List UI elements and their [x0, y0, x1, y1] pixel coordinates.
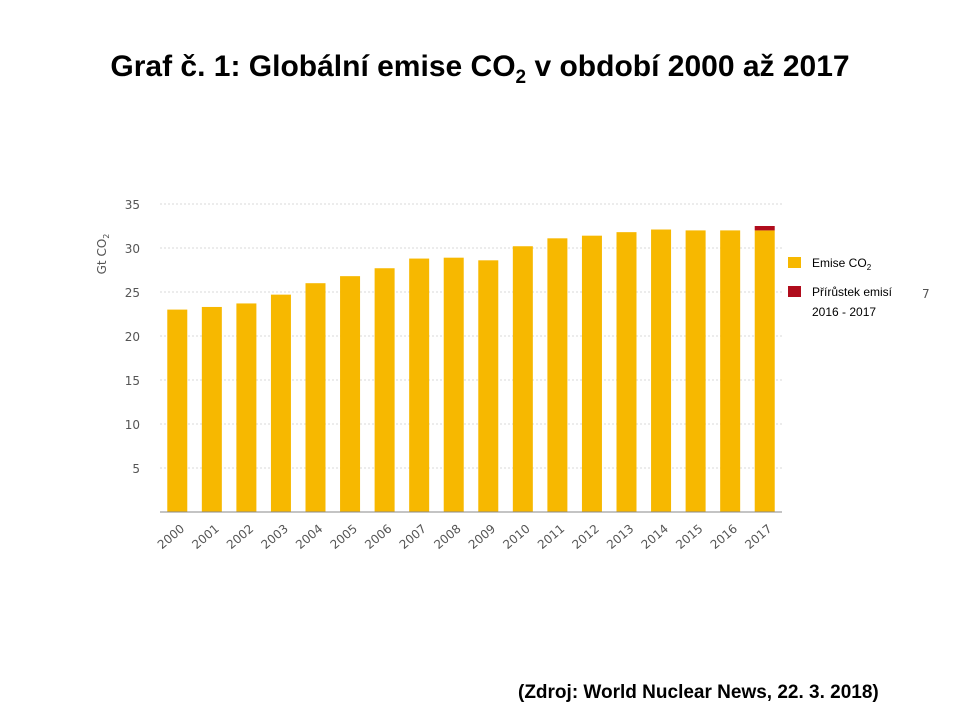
x-tick-label: 2015: [673, 522, 705, 552]
y-tick-label: 15: [125, 374, 140, 388]
x-tick-label: 2007: [397, 522, 429, 552]
legend-label-prirustek-1: Přírůstek emisí: [812, 285, 893, 299]
x-tick-label: 2004: [293, 522, 325, 552]
bar-emise-2000: [167, 309, 188, 512]
x-tick-label: 2000: [155, 522, 187, 552]
x-tick-label: 2003: [258, 522, 290, 552]
y-tick-labels: 5 10 15 20 25 30 35: [125, 198, 140, 476]
x-tick-label: 2011: [535, 522, 567, 552]
bar-emise-2004: [305, 283, 326, 512]
x-tick-label: 2017: [742, 522, 774, 552]
y-axis-label: Gt CO2: [95, 234, 111, 275]
x-tick-label: 2005: [328, 522, 360, 552]
x-tick-label: 2006: [362, 522, 394, 552]
x-tick-label: 2013: [604, 522, 636, 552]
y-tick-label: 25: [125, 286, 140, 300]
bar-emise-2010: [512, 246, 533, 513]
bar-emise-2012: [581, 235, 602, 512]
bar-prirustek-2017: [754, 226, 775, 231]
x-tick-label: 2012: [569, 522, 601, 552]
y-tick-label: 5: [132, 462, 140, 476]
x-tick-label: 2016: [708, 522, 740, 552]
title-main: Graf č. 1: Globální emise CO: [110, 50, 516, 83]
legend-label-prirustek-2: 2016 - 2017: [812, 305, 876, 319]
bar-emise-2015: [685, 230, 706, 512]
bars: [167, 226, 775, 513]
bar-emise-2017: [754, 230, 775, 512]
x-tick-label: 2002: [224, 522, 256, 552]
bar-emise-2013: [616, 232, 637, 512]
x-tick-label: 2001: [189, 522, 221, 552]
bar-emise-2005: [340, 276, 361, 512]
slide-title: Graf č. 1: Globální emise CO2 v období 2…: [0, 50, 960, 89]
title-end: v období 2000 až 2017: [526, 50, 850, 83]
legend-swatch-prirustek: [788, 286, 801, 297]
legend-swatch-emise: [788, 257, 801, 268]
legend-label-emise: Emise CO2: [812, 256, 872, 272]
y-tick-label: 20: [125, 330, 140, 344]
stray-glyph: 7: [922, 287, 930, 301]
x-tick-label: 2008: [431, 522, 463, 552]
bar-emise-2003: [270, 294, 291, 512]
bar-emise-2014: [651, 229, 672, 512]
bar-emise-2006: [374, 268, 395, 512]
bar-emise-2008: [443, 257, 464, 512]
bar-emise-2009: [478, 260, 499, 512]
x-tick-label: 2009: [466, 522, 498, 552]
bar-emise-2001: [201, 306, 222, 512]
bar-emise-2016: [720, 230, 741, 512]
x-tick-labels: 2000 2001 2002 2003 2004 2005 2006 2007 2008 2009…: [155, 522, 775, 552]
x-tick-label: 2010: [500, 522, 532, 552]
source-note: (Zdroj: World Nuclear News, 22. 3. 2018): [518, 682, 879, 703]
bar-emise-2002: [236, 303, 257, 512]
x-tick-label: 2014: [639, 522, 671, 552]
legend: Emise CO2 Přírůstek emisí 2016 - 2017 7: [788, 256, 930, 319]
bar-emise-2011: [547, 238, 568, 512]
y-tick-label: 30: [125, 242, 140, 256]
y-tick-label: 10: [125, 418, 140, 432]
title-subscript: 2: [515, 67, 527, 88]
bar-emise-2007: [409, 258, 430, 512]
y-tick-label: 35: [125, 198, 140, 212]
